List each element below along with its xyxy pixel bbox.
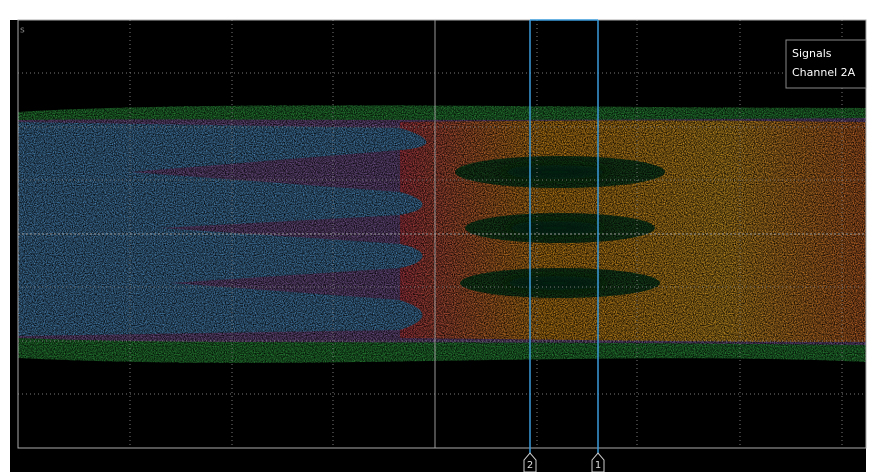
marker-label: 2 <box>527 460 533 471</box>
page: s 2 1 Signals Channel 2A (() => { const … <box>0 0 876 472</box>
axis-unit: s <box>20 26 25 36</box>
legend-entry: Channel 2A <box>792 66 856 79</box>
marker-label: 1 <box>595 460 601 471</box>
legend-title: Signals <box>792 47 832 60</box>
scope-screen: s 2 1 Signals Channel 2A <box>0 0 876 472</box>
